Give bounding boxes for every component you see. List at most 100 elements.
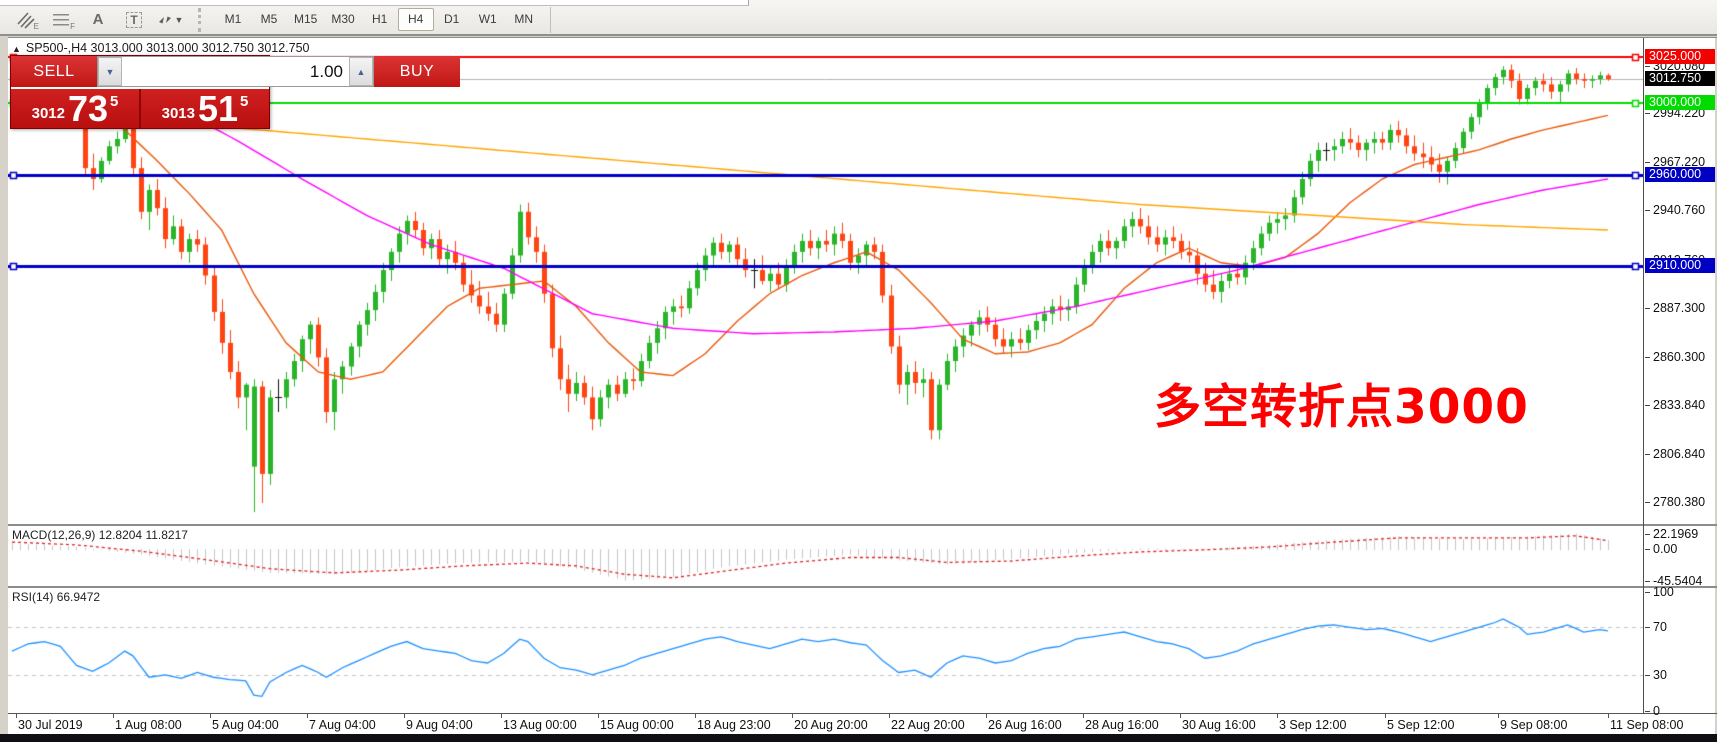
main-chart-canvas[interactable] [8, 38, 1643, 524]
buy-price-handle: 3013 [161, 105, 195, 122]
chevron-down-icon: ▼ [174, 14, 184, 25]
volume-increase-button[interactable]: ▲ [349, 57, 373, 86]
chart-text-annotation[interactable]: 多空转折点3000 [1154, 380, 1529, 435]
price-level-badge: 3025.000 [1645, 49, 1715, 65]
rsi-axis[interactable]: 100 70 30 0 [1644, 584, 1715, 718]
time-tick [792, 714, 793, 718]
text-label-icon[interactable]: A [82, 8, 114, 32]
macd-axis[interactable]: 22.1969 0.00 -45.5404 [1644, 526, 1715, 588]
icon-glyph: T [126, 11, 142, 28]
cursor-objects-icon[interactable]: ▼ [154, 8, 186, 32]
icon-sub-label: E [33, 21, 39, 31]
macd-canvas[interactable] [8, 526, 1643, 586]
timeframe-button-d1[interactable]: D1 [444, 12, 460, 26]
symbol-ohlc-line: SP500-,H4 3013.000 3013.000 3012.750 301… [25, 41, 310, 55]
time-tick-label: 30 Aug 16:00 [1182, 718, 1256, 732]
sell-price-fraction: 5 [110, 93, 119, 110]
rsi-tick-label: 0 [1645, 703, 1660, 718]
time-tick-label: 3 Sep 12:00 [1279, 718, 1347, 732]
time-tick-label: 13 Aug 00:00 [503, 718, 577, 732]
time-tick [210, 714, 211, 718]
grid-properties-icon[interactable]: F [46, 8, 78, 32]
time-tick-label: 28 Aug 16:00 [1085, 718, 1159, 732]
icon-glyph: A [92, 11, 104, 28]
time-tick [16, 714, 17, 718]
price-axis[interactable]: 3020.0802994.2202967.2202940.7602913.760… [1644, 38, 1715, 524]
time-tick-label: 7 Aug 04:00 [309, 718, 376, 732]
time-tick-label: 5 Aug 04:00 [212, 718, 279, 732]
time-tick [1498, 714, 1499, 718]
timeframe-button-h1[interactable]: H1 [372, 12, 388, 26]
timeframe-button-mn[interactable]: MN [514, 12, 534, 26]
time-tick [695, 714, 696, 718]
macd-tick-label: -45.5404 [1644, 573, 1703, 588]
price-tick-label: 2887.300 [1644, 300, 1706, 315]
rsi-tick-label: 70 [1645, 620, 1667, 635]
timeframe-button-m1[interactable]: M1 [224, 12, 242, 26]
timeframe-button-m5[interactable]: M5 [260, 12, 278, 26]
price-tick-label: 2780.380 [1644, 495, 1706, 510]
time-tick-label: 11 Sep 08:00 [1610, 718, 1684, 732]
time-axis[interactable]: 30 Jul 2019 1 Aug 08:00 5 Aug 04:00 7 Aug 0… [8, 714, 1715, 734]
time-tick-label: 18 Aug 23:00 [697, 718, 771, 732]
price-level-badge: 3012.750 [1645, 71, 1715, 87]
buy-price-pips: 51 [197, 88, 239, 129]
timeframe-button-w1[interactable]: W1 [478, 12, 497, 26]
time-tick [1608, 714, 1609, 718]
panel-separator [8, 713, 1717, 714]
time-tick [1277, 714, 1278, 718]
one-click-trade-panel: SELL ▼ ▲ BUY 3012 73 5 3013 51 5 [10, 55, 460, 129]
time-tick [1180, 714, 1181, 718]
timeframe-button-m30[interactable]: M30 [331, 12, 355, 26]
time-tick [598, 714, 599, 718]
indicator-styles-icon[interactable]: E [10, 8, 42, 32]
time-tick [889, 714, 890, 718]
panel-separator[interactable] [8, 586, 1717, 588]
price-tick-label: 2940.760 [1644, 203, 1706, 218]
sell-price[interactable]: 3012 73 5 [11, 89, 139, 128]
time-tick [986, 714, 987, 718]
rsi-tick-label: 100 [1645, 584, 1674, 599]
macd-label: MACD(12,26,9) 12.8204 11.8217 [12, 528, 188, 542]
time-tick [1083, 714, 1084, 718]
time-tick-label: 22 Aug 20:00 [891, 718, 965, 732]
time-tick-label: 26 Aug 16:00 [988, 718, 1062, 732]
time-tick-label: 1 Aug 08:00 [115, 718, 182, 732]
price-level-badge: 2960.000 [1645, 167, 1715, 183]
price-tick-label: 2833.840 [1644, 398, 1706, 413]
time-tick-label: 15 Aug 00:00 [600, 718, 674, 732]
price-tick-label: 2806.840 [1644, 447, 1706, 462]
one-click-toggle-icon[interactable]: ▲ [12, 44, 21, 54]
price-level-badge: 2910.000 [1645, 258, 1715, 274]
time-tick-label: 9 Sep 08:00 [1500, 718, 1568, 732]
sell-price-pips: 73 [67, 88, 109, 129]
sell-button[interactable]: SELL [11, 56, 97, 87]
time-tick [307, 714, 308, 718]
time-tick [1385, 714, 1386, 718]
volume-decrease-button[interactable]: ▼ [98, 57, 122, 86]
chart-header: ▲ SP500-,H4 3013.000 3013.000 3012.750 30… [12, 41, 310, 55]
rsi-label: RSI(14) 66.9472 [12, 590, 101, 604]
buy-price[interactable]: 3013 51 5 [139, 89, 269, 128]
time-tick-label: 9 Aug 04:00 [406, 718, 473, 732]
panel-separator [8, 37, 1717, 38]
toolbar: E F A T ▼ M1 M5 M15 M30 H1 H4 D1 W1 MN [0, 0, 1717, 36]
panel-separator[interactable] [8, 524, 1717, 526]
timeframe-button-h4[interactable]: H4 [397, 8, 434, 31]
buy-price-fraction: 5 [240, 93, 249, 110]
macd-tick-label: 0.00 [1644, 542, 1678, 557]
rsi-tick-label: 30 [1645, 667, 1667, 682]
time-tick [404, 714, 405, 718]
bottom-strip [0, 734, 1717, 742]
volume-input[interactable] [122, 57, 349, 86]
price-level-badge: 3000.000 [1645, 94, 1715, 110]
price-axis-border [1643, 38, 1644, 713]
timeframe-button-m15[interactable]: M15 [294, 12, 318, 26]
buy-button[interactable]: BUY [374, 56, 460, 87]
text-box-icon[interactable]: T [118, 8, 150, 32]
toolbar-grip[interactable] [198, 7, 205, 32]
rsi-canvas[interactable] [8, 588, 1643, 713]
volume-stepper: ▼ ▲ [97, 56, 374, 87]
time-tick-label: 20 Aug 20:00 [794, 718, 868, 732]
